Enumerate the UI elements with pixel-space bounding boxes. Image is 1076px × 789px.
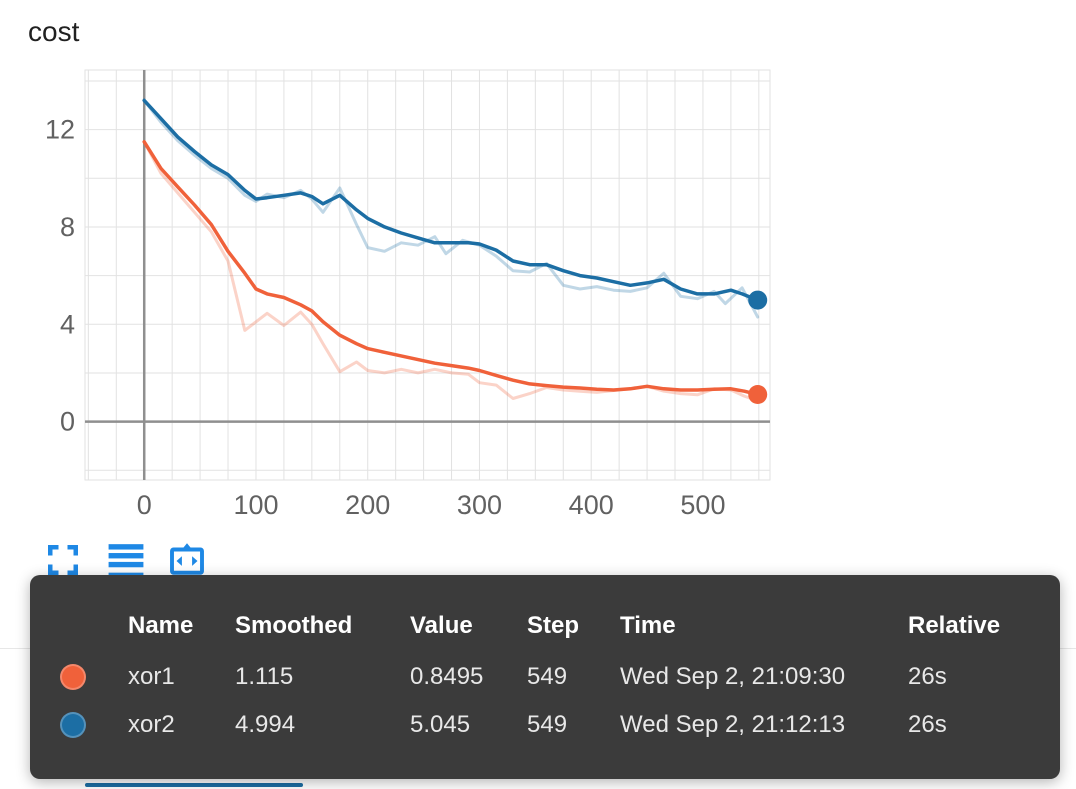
svg-text:0: 0	[60, 407, 75, 437]
svg-text:12: 12	[45, 115, 75, 145]
svg-text:0: 0	[137, 490, 152, 520]
fullscreen-icon	[45, 542, 83, 578]
run-name: xor2	[128, 711, 175, 738]
expand-lines-button[interactable]	[104, 538, 148, 582]
run-color-swatch	[60, 664, 86, 690]
col-header-name: Name	[128, 612, 194, 639]
next-chart-line-fragment	[85, 783, 303, 787]
run-tooltip-panel: Name Smoothed Value Step Time Relative x…	[30, 575, 1060, 779]
run-value: 0.8495	[410, 663, 484, 690]
svg-text:8: 8	[60, 212, 75, 242]
run-time: Wed Sep 2, 21:09:30	[620, 663, 846, 690]
col-header-step: Step	[527, 612, 580, 639]
chart-title: cost	[28, 16, 80, 47]
tooltip-row-xor2: xor2 4.994 5.045 549 Wed Sep 2, 21:12:13…	[30, 701, 1060, 749]
svg-text:300: 300	[457, 490, 502, 520]
svg-text:500: 500	[680, 490, 725, 520]
col-header-smoothed: Smoothed	[235, 612, 353, 639]
horizontal-lines-icon	[107, 541, 145, 579]
svg-text:400: 400	[569, 490, 614, 520]
chart-toolbar	[42, 538, 210, 582]
run-time: Wed Sep 2, 21:12:13	[620, 711, 846, 738]
svg-text:4: 4	[60, 309, 75, 339]
run-value: 5.045	[410, 711, 471, 738]
run-name: xor1	[128, 663, 175, 690]
run-relative-time: 26s	[908, 663, 947, 690]
fullscreen-button[interactable]	[42, 538, 86, 582]
col-header-value: Value	[410, 612, 473, 639]
svg-text:200: 200	[345, 490, 390, 520]
run-step: 549	[527, 663, 568, 690]
cost-line-chart[interactable]: 0 100 200 300 400 500 0 4 8 12	[0, 0, 800, 535]
svg-text:100: 100	[233, 490, 278, 520]
col-header-relative: Relative	[908, 612, 1001, 639]
fit-domain-button[interactable]	[166, 538, 210, 582]
fit-domain-icon	[169, 542, 207, 578]
tooltip-header-row: Name Smoothed Value Step Time Relative	[30, 599, 1060, 653]
run-color-swatch	[60, 712, 86, 738]
tooltip-row-xor1: xor1 1.115 0.8495 549 Wed Sep 2, 21:09:3…	[30, 653, 1060, 701]
col-header-time: Time	[620, 612, 676, 639]
run-relative-time: 26s	[908, 711, 947, 738]
run-step: 549	[527, 711, 568, 738]
run-smoothed-value: 1.115	[235, 663, 294, 690]
run-smoothed-value: 4.994	[235, 711, 296, 738]
